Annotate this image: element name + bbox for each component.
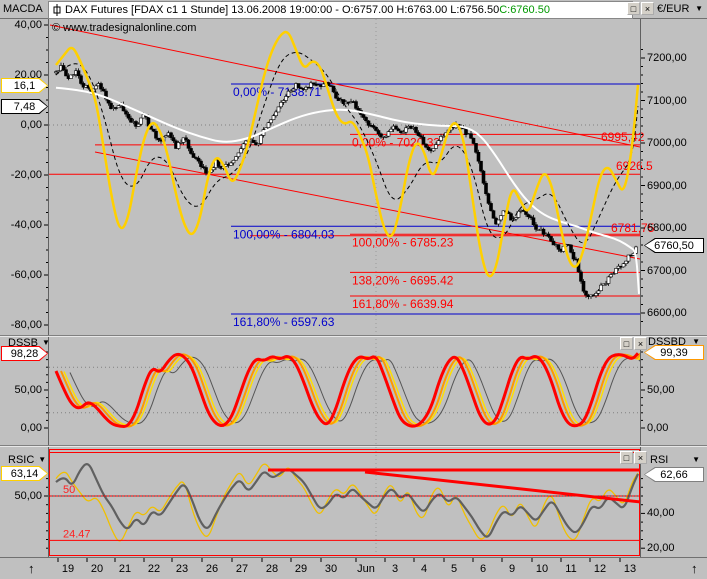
rsic-left-dropdown[interactable]: RSIC ▼ bbox=[8, 454, 46, 466]
dssb-close-button[interactable]: × bbox=[634, 337, 647, 350]
indicator-dropdown-label: MACDA bbox=[3, 3, 43, 15]
chevron-down-icon: ▼ bbox=[38, 455, 47, 464]
indicator-dropdown[interactable]: MACDA ▼ bbox=[3, 3, 55, 15]
fib-annotation: 0,00% - 7020.33 bbox=[352, 135, 440, 149]
fib-annotation: 100,00% - 6785.23 bbox=[352, 235, 454, 249]
rsi-right-dropdown[interactable]: RSI ▼ bbox=[650, 454, 700, 466]
scroll-right-arrow[interactable]: ↑ bbox=[691, 561, 698, 576]
fib-annotation: 6926.5 bbox=[616, 159, 653, 173]
trend-channel-line bbox=[49, 24, 641, 148]
title-bar: MACDA ▼ DAX Futures [FDAX c1 1 Stunde] 1… bbox=[0, 0, 707, 19]
dssbd-right-dropdown[interactable]: DSSBD ▼ bbox=[648, 336, 700, 348]
copyright-text: © www.tradesignalonline.com bbox=[52, 22, 197, 34]
rsi-line bbox=[55, 463, 640, 538]
dssb-maximize-button[interactable]: □ bbox=[620, 337, 633, 350]
fib-annotation: 6995,42 bbox=[601, 130, 645, 144]
trend-channel-line bbox=[94, 151, 641, 260]
fib-annotation: 100,00% - 6804.03 bbox=[233, 227, 335, 241]
chart-title-field: DAX Futures [FDAX c1 1 Stunde] 13.06.200… bbox=[48, 1, 633, 19]
dssb-line bbox=[54, 352, 640, 429]
rsic-left-label: RSIC bbox=[8, 454, 35, 466]
fib-annotation: 161,80% - 6597.63 bbox=[233, 315, 335, 329]
close-button[interactable]: × bbox=[641, 2, 654, 15]
macda-line bbox=[55, 30, 640, 278]
dssb-left-dropdown[interactable]: DSSB ▼ bbox=[8, 337, 50, 349]
chart-title: DAX Futures [FDAX c1 1 Stunde] 13.06.200… bbox=[65, 4, 500, 16]
chevron-down-icon: ▼ bbox=[695, 4, 703, 13]
dssb-slow-line bbox=[69, 356, 640, 425]
rsi-level-label: 50 bbox=[63, 484, 75, 496]
rsi-trendline bbox=[364, 470, 642, 504]
rsi-close-button[interactable]: × bbox=[634, 451, 647, 464]
rsi-maximize-button[interactable]: □ bbox=[620, 451, 633, 464]
macd-signal-line bbox=[55, 52, 639, 244]
maximize-button[interactable]: □ bbox=[627, 2, 640, 15]
fib-annotation: 6781,75 bbox=[611, 221, 655, 235]
dssbd-right-label: DSSBD bbox=[648, 336, 686, 348]
candlestick-series bbox=[54, 62, 638, 300]
chart-title-close-value: C:6760.50 bbox=[499, 4, 550, 16]
scroll-left-arrow[interactable]: ↑ bbox=[28, 561, 35, 576]
symbol-dropdown-label: €/EUR bbox=[657, 3, 690, 15]
chevron-down-icon: ▼ bbox=[692, 455, 700, 464]
rsi-right-label: RSI bbox=[650, 454, 669, 466]
fib-annotation: 138,20% - 6695.42 bbox=[352, 273, 454, 287]
rsi-level-label: 24.47 bbox=[63, 528, 91, 540]
chevron-down-icon: ▼ bbox=[41, 338, 50, 347]
fib-annotation: 161,80% - 6639.94 bbox=[352, 297, 454, 311]
symbol-dropdown[interactable]: €/EUR ▼ bbox=[657, 3, 703, 15]
chevron-down-icon: ▼ bbox=[692, 337, 700, 346]
candlestick-icon bbox=[53, 4, 61, 16]
dssb-left-label: DSSB bbox=[8, 337, 38, 349]
